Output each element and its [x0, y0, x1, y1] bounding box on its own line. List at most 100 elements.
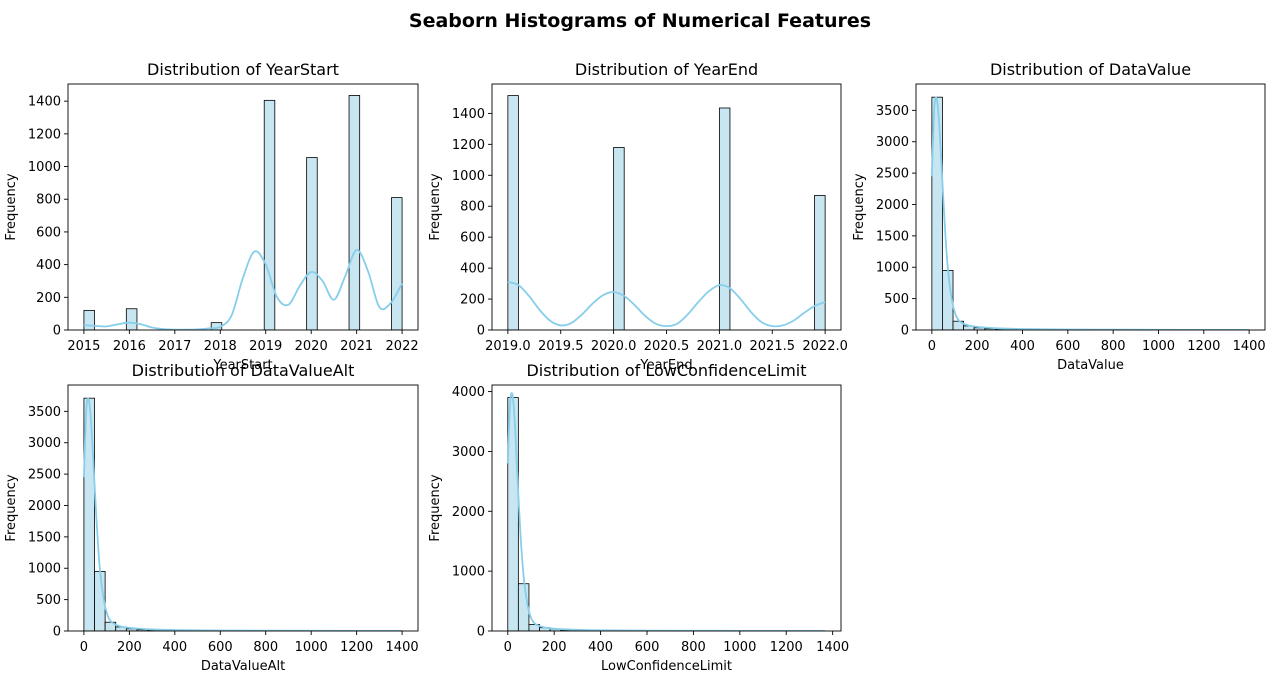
y-tick-label: 200 [460, 293, 485, 308]
x-tick-label: 1400 [386, 640, 419, 655]
plot-area [83, 397, 403, 631]
x-tick-label: 2022 [386, 339, 419, 354]
histogram-bar [814, 194, 826, 330]
x-tick-label: 2022.0 [802, 339, 848, 354]
y-tick-label: 1500 [28, 530, 61, 545]
y-tick-label: 0 [477, 324, 485, 339]
x-tick-label: 1000 [723, 640, 756, 655]
histogram-bar [83, 309, 95, 330]
x-tick-label: 0 [928, 339, 936, 354]
x-tick-label: 2017 [158, 339, 191, 354]
subplot-title: Distribution of DataValue [990, 60, 1191, 79]
y-axis-label: Frequency [428, 173, 443, 240]
x-tick-label: 2021 [340, 339, 373, 354]
y-tick-label: 1000 [28, 562, 61, 577]
x-axis-label: DataValueAlt [201, 659, 285, 674]
y-tick-label: 2500 [876, 167, 909, 182]
axes-frame [915, 83, 1266, 331]
x-tick-label: 600 [635, 640, 660, 655]
plot-area [930, 96, 1250, 330]
axes-frame [491, 384, 842, 632]
y-tick-label: 3000 [28, 436, 61, 451]
x-tick-label: 600 [208, 640, 233, 655]
x-tick-label: 800 [253, 640, 278, 655]
kde-line [930, 96, 1250, 330]
histogram-bar [931, 96, 943, 330]
x-tick-label: 600 [1055, 339, 1080, 354]
x-tick-label: 200 [117, 640, 142, 655]
y-axis-label: Frequency [428, 474, 443, 541]
y-tick-label: 500 [884, 292, 909, 307]
x-axis-label: YearStart [212, 358, 272, 373]
y-tick-label: 3000 [452, 445, 485, 460]
x-axis-label: LowConfidenceLimit [601, 659, 732, 674]
x-tick-label: 2021.0 [697, 339, 743, 354]
x-tick-label: 2016 [113, 339, 146, 354]
axes-frame [67, 83, 419, 331]
y-tick-label: 800 [36, 193, 61, 208]
kde-line [506, 392, 826, 631]
y-tick-label: 2000 [28, 499, 61, 514]
subplot-5: 0 200 400 600 800 1000 1200 1400 0 1000 2000 3000 40… [428, 361, 849, 674]
histogram-bar [718, 107, 731, 330]
y-tick-label: 0 [53, 324, 61, 339]
y-tick-label: 400 [460, 262, 485, 277]
y-tick-label: 2000 [876, 198, 909, 213]
x-tick-label: 200 [542, 640, 567, 655]
y-tick-label: 2500 [28, 468, 61, 483]
y-tick-label: 200 [36, 291, 61, 306]
y-tick-label: 0 [901, 324, 909, 339]
y-tick-label: 1500 [876, 229, 909, 244]
y-tick-label: 3500 [28, 405, 61, 420]
y-tick-label: 1000 [452, 565, 485, 580]
y-tick-label: 1400 [28, 95, 61, 110]
histogram-bar [125, 308, 138, 330]
subplot-2: 2019.0 2019.5 2020.0 2020.5 2021.0 2021.5 2022… [428, 60, 848, 373]
y-tick-label: 600 [460, 231, 485, 246]
y-tick-label: 1200 [28, 127, 61, 142]
y-tick-label: 0 [53, 625, 61, 640]
kde-line [83, 249, 403, 330]
x-tick-label: 1400 [816, 640, 849, 655]
y-tick-label: 1200 [452, 138, 485, 153]
figure-title: Seaborn Histograms of Numerical Features [408, 10, 872, 32]
plot-area [506, 392, 826, 631]
y-axis-label: Frequency [4, 173, 19, 240]
histogram-bar [348, 95, 361, 330]
y-tick-label: 3000 [876, 135, 909, 150]
axes-frame [491, 83, 842, 331]
plot-area [83, 95, 403, 330]
x-tick-label: 2020.5 [644, 339, 690, 354]
y-tick-label: 1000 [452, 169, 485, 184]
x-tick-label: 2018 [204, 339, 237, 354]
y-tick-label: 500 [36, 593, 61, 608]
subplot-4: 0 200 400 600 800 1000 1200 1400 0 500 1000 1500 200… [4, 361, 419, 674]
y-tick-label: 4000 [452, 385, 485, 400]
histogram-bar [391, 197, 403, 330]
x-tick-label: 1200 [1187, 339, 1220, 354]
subplot-title: Distribution of YearStart [147, 60, 339, 79]
kde-line [507, 281, 826, 328]
subplot-title: Distribution of DataValueAlt [132, 361, 355, 380]
x-tick-label: 400 [162, 640, 187, 655]
x-tick-label: 2021.5 [750, 339, 796, 354]
y-axis-label: Frequency [852, 173, 867, 240]
x-tick-label: 1200 [770, 640, 803, 655]
y-tick-label: 1000 [876, 261, 909, 276]
x-tick-label: 1200 [340, 640, 373, 655]
subplot-1: 2015 2016 2017 2018 2019 2020 2021 2022 0 200 400 6… [4, 60, 419, 373]
x-tick-label: 2020 [295, 339, 328, 354]
x-tick-label: 0 [80, 640, 88, 655]
y-axis-label: Frequency [4, 474, 19, 541]
subplot-title: Distribution of YearEnd [575, 60, 758, 79]
y-tick-label: 2000 [452, 505, 485, 520]
x-tick-label: 200 [965, 339, 990, 354]
y-tick-label: 800 [460, 200, 485, 215]
x-tick-label: 800 [1101, 339, 1126, 354]
x-tick-label: 1000 [1142, 339, 1175, 354]
kde-line [83, 397, 403, 631]
x-axis-label: YearEnd [639, 358, 692, 373]
histogram-bar [613, 147, 625, 330]
y-tick-label: 1400 [452, 107, 485, 122]
